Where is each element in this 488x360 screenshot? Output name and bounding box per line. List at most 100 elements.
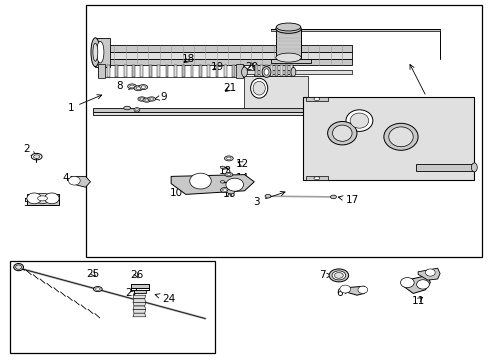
Text: 22: 22: [409, 64, 436, 109]
Polygon shape: [269, 65, 272, 76]
Polygon shape: [415, 164, 473, 171]
Polygon shape: [95, 45, 351, 52]
Ellipse shape: [140, 98, 143, 100]
Polygon shape: [98, 65, 244, 77]
Polygon shape: [240, 65, 243, 77]
Circle shape: [27, 193, 41, 204]
Ellipse shape: [224, 156, 233, 161]
Text: 25: 25: [86, 269, 100, 279]
Polygon shape: [171, 175, 254, 194]
Ellipse shape: [470, 163, 476, 172]
Polygon shape: [289, 65, 292, 76]
Ellipse shape: [349, 113, 368, 128]
Circle shape: [357, 286, 367, 293]
Polygon shape: [224, 65, 226, 77]
Polygon shape: [133, 310, 145, 313]
Ellipse shape: [250, 78, 267, 98]
Ellipse shape: [313, 177, 319, 180]
Ellipse shape: [31, 153, 42, 160]
Circle shape: [189, 173, 211, 189]
Text: 26: 26: [130, 270, 143, 280]
Polygon shape: [133, 299, 145, 302]
Text: 17: 17: [338, 195, 358, 205]
Text: 20: 20: [245, 62, 258, 72]
Text: 6: 6: [336, 288, 348, 298]
Polygon shape: [271, 59, 310, 63]
Polygon shape: [279, 65, 282, 76]
Polygon shape: [215, 65, 218, 77]
Ellipse shape: [328, 269, 348, 282]
Polygon shape: [131, 284, 149, 288]
Polygon shape: [133, 306, 145, 310]
Polygon shape: [305, 97, 327, 101]
Polygon shape: [133, 313, 145, 317]
Text: 10: 10: [169, 184, 187, 198]
Ellipse shape: [220, 166, 224, 168]
Text: 3: 3: [253, 191, 285, 207]
Text: 23: 23: [382, 119, 405, 129]
Polygon shape: [207, 65, 210, 77]
Text: 21: 21: [223, 83, 236, 93]
Ellipse shape: [313, 98, 319, 100]
Text: 5: 5: [23, 198, 36, 208]
Polygon shape: [132, 65, 135, 77]
Ellipse shape: [149, 98, 153, 100]
Ellipse shape: [127, 84, 136, 89]
Circle shape: [416, 280, 428, 289]
Polygon shape: [199, 65, 202, 77]
Polygon shape: [133, 302, 145, 306]
Ellipse shape: [93, 287, 102, 292]
Polygon shape: [254, 65, 293, 76]
Ellipse shape: [346, 110, 372, 131]
Ellipse shape: [383, 123, 417, 150]
Circle shape: [339, 285, 350, 293]
Text: 12: 12: [235, 159, 248, 169]
Polygon shape: [259, 65, 262, 76]
Polygon shape: [305, 176, 327, 180]
Ellipse shape: [334, 273, 343, 278]
Text: 19: 19: [210, 62, 224, 72]
Polygon shape: [274, 65, 277, 76]
Ellipse shape: [327, 122, 356, 145]
Polygon shape: [254, 65, 257, 76]
Bar: [85, 5, 481, 257]
Polygon shape: [71, 176, 90, 187]
Ellipse shape: [93, 43, 98, 61]
Polygon shape: [95, 59, 351, 65]
Polygon shape: [99, 65, 102, 77]
Ellipse shape: [134, 108, 140, 112]
Circle shape: [44, 193, 59, 204]
Polygon shape: [182, 65, 185, 77]
Polygon shape: [157, 65, 160, 77]
Ellipse shape: [275, 53, 301, 62]
Text: 1: 1: [67, 95, 102, 113]
Ellipse shape: [226, 174, 230, 176]
Ellipse shape: [134, 86, 142, 91]
Polygon shape: [271, 29, 439, 31]
Polygon shape: [244, 70, 351, 74]
Polygon shape: [285, 65, 287, 76]
Ellipse shape: [276, 23, 300, 31]
Polygon shape: [93, 112, 317, 115]
Polygon shape: [140, 65, 143, 77]
Ellipse shape: [138, 97, 145, 101]
Ellipse shape: [226, 157, 231, 159]
Polygon shape: [165, 65, 168, 77]
Text: 2: 2: [23, 144, 36, 156]
Ellipse shape: [33, 193, 52, 203]
Ellipse shape: [135, 109, 138, 111]
Polygon shape: [27, 194, 59, 205]
Ellipse shape: [220, 181, 224, 183]
Text: 4: 4: [62, 173, 75, 183]
Ellipse shape: [14, 264, 23, 271]
Ellipse shape: [33, 155, 40, 158]
Ellipse shape: [136, 87, 141, 89]
Ellipse shape: [142, 98, 150, 102]
Ellipse shape: [290, 68, 295, 77]
Polygon shape: [342, 286, 366, 295]
Polygon shape: [276, 29, 300, 58]
Polygon shape: [244, 76, 307, 108]
Polygon shape: [236, 64, 243, 78]
Text: 7: 7: [319, 270, 331, 280]
Text: 24: 24: [155, 294, 175, 304]
